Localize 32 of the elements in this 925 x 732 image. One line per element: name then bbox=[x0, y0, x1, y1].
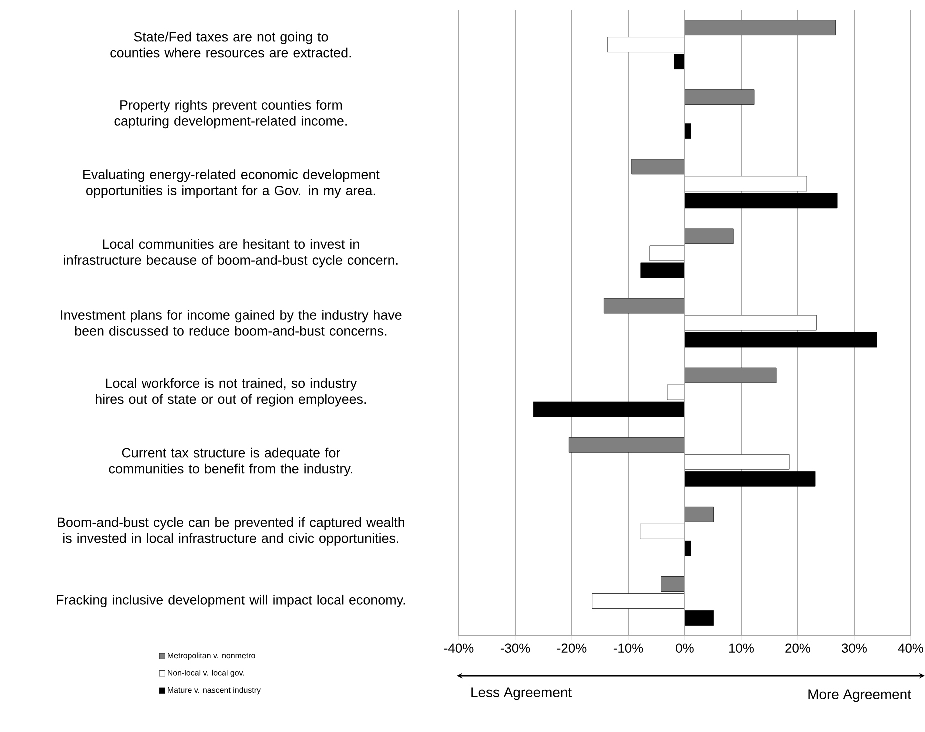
bar bbox=[684, 506, 714, 522]
y-tick-label: Investment plans for income gained by the industry have been discussed to reduce boom-and-bust concerns. bbox=[61, 310, 402, 336]
text: Less Agreement bbox=[472, 688, 572, 700]
bar bbox=[604, 298, 686, 314]
y-tick-label: Evaluating energy-related economic development opportunities is important for a Gov. in my area. bbox=[84, 170, 380, 198]
y-tick-label: Property rights prevent counties form capturing development-related income. bbox=[114, 100, 347, 129]
x-tick-label: -20% bbox=[557, 644, 587, 653]
x-tick-label: -30% bbox=[500, 644, 530, 653]
x-tick-label: 10% bbox=[730, 644, 754, 653]
bar bbox=[684, 610, 714, 626]
y-tick-label: Boom-and-bust cycle can be prevented if captured wealth is invested in local infrastructure and civic opportunities. bbox=[58, 517, 404, 546]
y-tick-label: Fracking inclusive development will impact local economy. bbox=[57, 594, 406, 608]
y-tick-label: Current tax structure is adequate for communities to benefit from the industry. bbox=[109, 448, 352, 476]
y-tick-label: Local communities are hesitant to invest in infrastructure because of boom-and-bust cycle concern. bbox=[64, 239, 398, 268]
bar bbox=[684, 228, 734, 244]
bar bbox=[684, 124, 692, 140]
bar bbox=[632, 159, 686, 175]
x-tick-label: -40% bbox=[444, 644, 474, 653]
bar bbox=[684, 540, 692, 556]
bar bbox=[568, 437, 686, 453]
y-tick-label: Local workforce is not trained, so industry hires out of state or out of region employees. bbox=[96, 378, 366, 407]
bar bbox=[684, 90, 755, 106]
bar bbox=[684, 368, 777, 384]
x-tick-label: 40% bbox=[898, 644, 924, 653]
text: More Agreement bbox=[808, 690, 912, 702]
x-tick-label: 30% bbox=[842, 644, 867, 653]
x-tick-label: 0% bbox=[676, 644, 694, 653]
x-tick-label: -10% bbox=[614, 644, 644, 653]
x-tick-label: 20% bbox=[786, 644, 810, 653]
bar bbox=[684, 20, 836, 36]
bar bbox=[640, 524, 686, 540]
y-tick-label: State/Fed taxes are not going to counties where resources are extracted. bbox=[110, 32, 352, 58]
